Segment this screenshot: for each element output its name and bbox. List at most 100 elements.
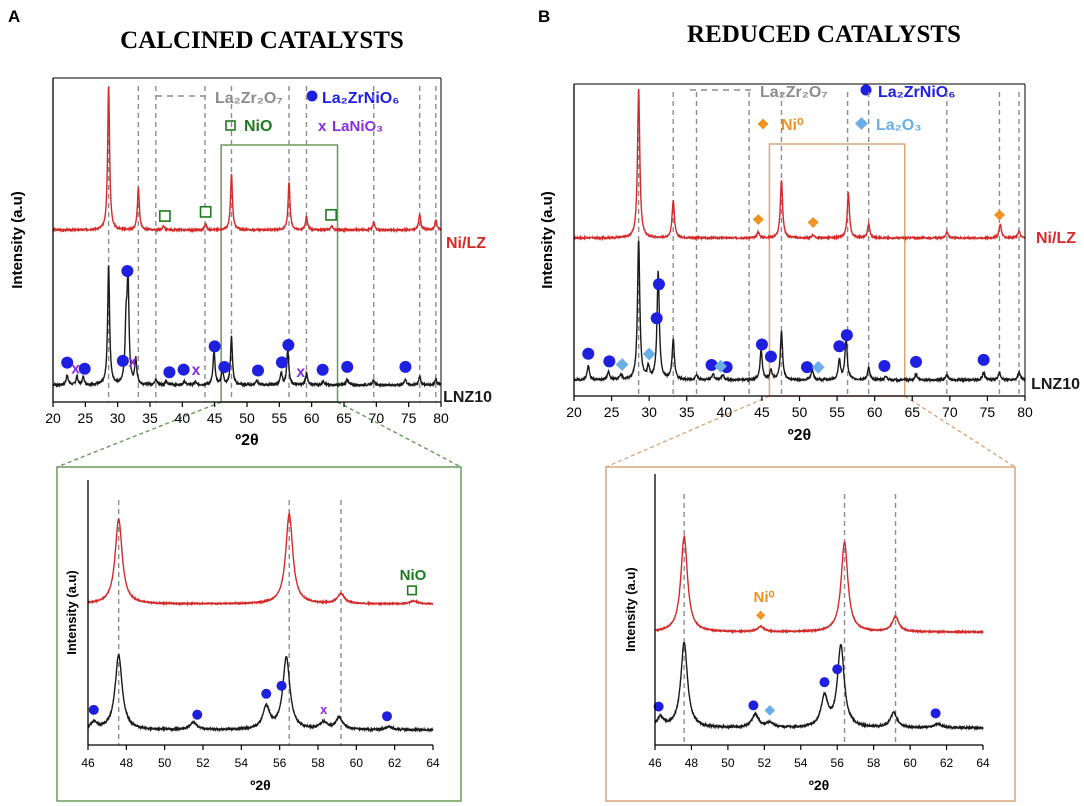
panel-b-letter: B (538, 7, 550, 26)
x-axis-label: º2θ (809, 777, 829, 793)
marker-lanio3: x (320, 702, 328, 717)
x-tick-label: 64 (976, 756, 990, 770)
marker-la2zrnio6 (341, 360, 354, 373)
panel-b-title: REDUCED CATALYSTS (687, 21, 961, 48)
legend-b-la2zrnio6-label: La₂ZrNiO₆ (878, 84, 956, 101)
marker-la2zrnio6 (208, 340, 221, 353)
x-tick-label: 70 (369, 410, 385, 426)
series-line-lnz10 (87, 653, 434, 733)
x-tick-label: 48 (120, 756, 134, 770)
legend-a-nio-label: NiO (244, 118, 272, 135)
x-tick-label: 58 (867, 756, 881, 770)
zoom-connector-left-b (605, 395, 770, 468)
series-line-lnz10 (573, 240, 1026, 384)
chart-b-inset: ❖ 46 48 50 52 54 56 58 60 62 64 º2θ Intensity (a.u) (623, 474, 990, 793)
x-tick-label: 58 (311, 756, 325, 770)
panel-b-series-label-nilz: Ni/LZ (1036, 230, 1076, 247)
x-tick-label: 55 (829, 404, 845, 420)
inset-b-ni0-label: Ni⁰ (753, 589, 774, 606)
marker-la2zrnio6 (78, 362, 91, 375)
zoom-graphics (56, 143, 1016, 802)
x-tick-label: 75 (401, 410, 417, 426)
x-axis-label: º2θ (235, 432, 258, 449)
marker-la2zrnio6 (878, 360, 891, 373)
marker-nio (325, 208, 337, 221)
x-tick-label: 62 (388, 756, 402, 770)
legend-a-la2zrnio6-label: La₂ZrNiO₆ (322, 90, 400, 107)
series-line-lnz10 (654, 641, 984, 732)
chart-a-main: x x x x 20 25 30 35 40 45 50 55 60 65 70 75 80 º2θ Intensi… (9, 77, 449, 449)
marker-la2zrnio6 (382, 711, 392, 722)
marker-la2zrnio6 (705, 358, 718, 371)
marker-la2zrnio6 (399, 360, 412, 373)
marker-la2zrnio6 (163, 366, 176, 379)
x-tick-label: 20 (566, 404, 582, 420)
y-axis-label: Intensity (a.u) (539, 191, 556, 289)
x-tick-label: 40 (717, 404, 733, 420)
marker-la2zrnio6 (192, 709, 203, 720)
marker-la2zrnio6 (833, 340, 846, 353)
inset-frame-a (56, 466, 462, 802)
zoom-connector-left-a (56, 401, 222, 468)
marker-nio (406, 585, 417, 596)
x-axis-label: º2θ (788, 427, 811, 444)
panel-a-series-label-lnz10: LNZ10 (443, 389, 492, 406)
legend-a-lanio3-label: LaNiO₃ (332, 118, 383, 135)
marker-la2zrnio6 (276, 680, 287, 691)
marker-la2zrnio6 (977, 353, 990, 366)
x-tick-label: 50 (721, 756, 735, 770)
legend-b-ni0-label: Ni⁰ (781, 117, 804, 134)
marker-la2zrnio6 (819, 677, 830, 688)
marker-la2zrnio6 (653, 701, 664, 712)
panel-a-series-label-nilz: Ni/LZ (446, 235, 486, 252)
x-tick-label: 50 (158, 756, 172, 770)
series-line-nilz (87, 510, 434, 607)
x-tick-label: 35 (142, 410, 158, 426)
x-tick-label: 46 (81, 756, 95, 770)
marker-la2zrnio6 (748, 700, 759, 711)
x-axis-label: º2θ (250, 777, 270, 793)
marker-la2o3 (764, 705, 776, 716)
marker-ni0: ❖ (807, 216, 819, 231)
marker-la2zrnio6 (832, 664, 843, 675)
legend-b-la2zr2o7-label: La₂Zr₂O₇ (760, 84, 828, 101)
marker-lanio3: x (192, 362, 201, 379)
series-line-nilz (654, 534, 984, 635)
x-tick-label: 40 (175, 410, 191, 426)
x-tick-label: 48 (685, 756, 699, 770)
marker-la2zrnio6 (652, 278, 665, 291)
x-tick-label: 54 (794, 756, 808, 770)
legend-a-lanio3-marker: x (318, 118, 327, 135)
marker-la2zrnio6 (603, 355, 616, 368)
marker-nio (158, 210, 171, 222)
y-axis-label: Intensity (a.u) (64, 570, 79, 655)
x-tick-label: 50 (792, 404, 808, 420)
marker-la2zrnio6 (840, 329, 853, 342)
legend-b-la2o3-marker (855, 117, 868, 130)
marker-ni0: ❖ (752, 213, 764, 228)
zoom-connector-right-b (904, 395, 1016, 468)
x-tick-label: 25 (604, 404, 620, 420)
x-tick-label: 80 (433, 410, 449, 426)
marker-lanio3: x (71, 361, 80, 378)
x-tick-label: 70 (942, 404, 958, 420)
marker-la2o3 (642, 347, 656, 361)
marker-nio (199, 205, 212, 218)
marker-la2zrnio6 (116, 354, 129, 367)
x-tick-label: 54 (235, 756, 249, 770)
panel-a-title: CALCINED CATALYSTS (120, 27, 404, 54)
x-tick-label: 75 (980, 404, 996, 420)
x-tick-label: 52 (758, 756, 772, 770)
x-tick-label: 60 (867, 404, 883, 420)
x-tick-label: 20 (45, 410, 61, 426)
chart-a-inset: x 46 48 50 52 54 56 58 60 62 64 º2θ Intensity (a.u) (64, 480, 440, 793)
marker-la2zrnio6 (251, 364, 264, 377)
legend-b-ni0-marker: ❖ (757, 116, 770, 132)
x-tick-label: 60 (350, 756, 364, 770)
inset-frame-b (605, 466, 1016, 802)
x-tick-label: 30 (641, 404, 657, 420)
x-tick-label: 80 (1017, 404, 1033, 420)
x-tick-label: 45 (754, 404, 770, 420)
panel-b-series-label-lnz10: LNZ10 (1031, 376, 1080, 393)
x-tick-label: 25 (78, 410, 94, 426)
